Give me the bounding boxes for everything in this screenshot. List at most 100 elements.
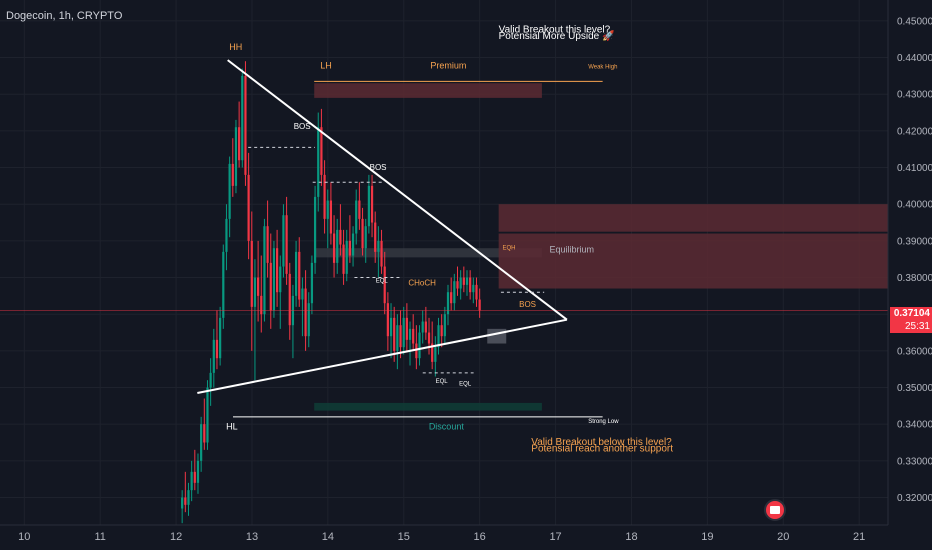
trendline-descending <box>227 59 568 321</box>
candle-body <box>475 284 478 300</box>
candle-body <box>257 277 260 296</box>
annotation-label: Potensial reach another support <box>531 444 673 455</box>
x-tick-label: 12 <box>170 531 182 543</box>
candle-body <box>358 200 361 219</box>
candle-body <box>193 471 196 483</box>
candle-body <box>469 277 472 293</box>
candle-body <box>336 229 339 263</box>
candle-body <box>288 273 291 326</box>
candle-body <box>367 185 370 227</box>
candle-body <box>355 200 358 234</box>
annotation-label: Equilibrium <box>549 245 594 255</box>
candle-body <box>187 490 190 505</box>
candle-timer-badge: 25:31 <box>890 320 932 333</box>
candle-body <box>399 325 402 348</box>
y-tick-label: 0.32000 <box>897 493 932 504</box>
annotation-label: Valid Breakout below this level? <box>531 437 672 448</box>
annotation-label: EQL <box>436 379 449 385</box>
chart-annotations: HH LH Premium Weak High BOS BOS EQL CHoCH EQH Equ… <box>226 25 673 455</box>
trendline-ascending <box>197 318 568 394</box>
annotation-label: BOS <box>370 163 387 172</box>
candle-body <box>450 292 453 304</box>
candle-body <box>282 215 285 267</box>
candle-body <box>310 262 314 304</box>
x-tick-label: 14 <box>322 531 334 543</box>
candle-body <box>234 127 238 186</box>
y-tick-label: 0.41000 <box>897 163 932 174</box>
candle-body <box>459 277 462 289</box>
candle-body <box>405 317 408 340</box>
order-block <box>487 328 507 344</box>
annotation-label: Premium <box>430 61 466 71</box>
candle-body <box>184 497 187 505</box>
candle-body <box>386 303 389 337</box>
annotation-label: Weak High <box>588 65 617 71</box>
y-tick-label: 0.38000 <box>897 273 932 284</box>
candle-body <box>446 292 450 315</box>
candle-body <box>190 471 193 491</box>
candle-body <box>389 317 393 337</box>
annotation-label: Potensial More Upside 🚀 <box>499 29 615 42</box>
x-tick-label: 21 <box>853 531 865 543</box>
annotation-label: EQL <box>459 382 472 388</box>
zone-lower-supply <box>498 233 888 289</box>
zone-premium <box>314 83 542 98</box>
annotation-label: BOS <box>519 300 536 309</box>
y-tick-label: 0.39000 <box>897 236 932 247</box>
candle-body <box>361 218 364 249</box>
candle-body <box>244 75 247 175</box>
candle-body <box>203 424 206 443</box>
candle-body <box>456 281 459 289</box>
candle-body <box>238 127 241 161</box>
y-tick-label: 0.44000 <box>897 53 932 64</box>
candle-body <box>298 251 301 300</box>
candle-body <box>434 347 437 362</box>
annotation-label: HH <box>229 42 242 52</box>
candle-body <box>408 328 412 340</box>
candle-body <box>377 240 380 252</box>
candle-body <box>443 314 446 337</box>
current-price-badge: 0.37104 <box>890 307 932 320</box>
candle-body <box>351 233 355 256</box>
candle-body <box>339 229 342 245</box>
candle-body <box>215 339 219 359</box>
x-tick-label: 20 <box>777 531 789 543</box>
candle-body <box>209 372 212 388</box>
annotation-label: CHoCH <box>408 279 436 288</box>
candle-body <box>279 266 282 293</box>
candle-body <box>329 200 333 234</box>
candle-body <box>307 303 310 337</box>
candle-body <box>418 332 421 359</box>
candle-body <box>364 226 367 249</box>
y-tick-label: 0.33000 <box>897 456 932 467</box>
candle-body <box>294 251 298 296</box>
candle-body <box>437 325 440 348</box>
candlestick-series <box>181 61 481 524</box>
candle-body <box>453 281 456 304</box>
candle-body <box>275 248 279 293</box>
candle-body <box>272 248 276 311</box>
flag-icon[interactable] <box>764 499 786 521</box>
annotation-label: HL <box>226 422 238 432</box>
y-tick-label: 0.45000 <box>897 16 932 27</box>
candle-body <box>285 215 288 274</box>
y-tick-label: 0.43000 <box>897 90 932 101</box>
candle-body <box>196 460 200 483</box>
x-tick-label: 13 <box>246 531 258 543</box>
candle-body <box>342 244 345 274</box>
x-tick-label: 16 <box>474 531 486 543</box>
candle-body <box>231 163 234 186</box>
candle-body <box>424 321 427 333</box>
candle-body <box>431 343 434 362</box>
x-tick-label: 15 <box>398 531 410 543</box>
annotation-label: Valid Breakout this level? <box>499 25 611 36</box>
candle-body <box>421 321 424 333</box>
candle-body <box>301 288 304 300</box>
candle-body <box>462 277 465 285</box>
y-tick-label: 0.36000 <box>897 346 932 357</box>
annotation-label: EQL <box>376 278 389 284</box>
candle-body <box>374 222 377 252</box>
candle-body <box>212 339 215 373</box>
